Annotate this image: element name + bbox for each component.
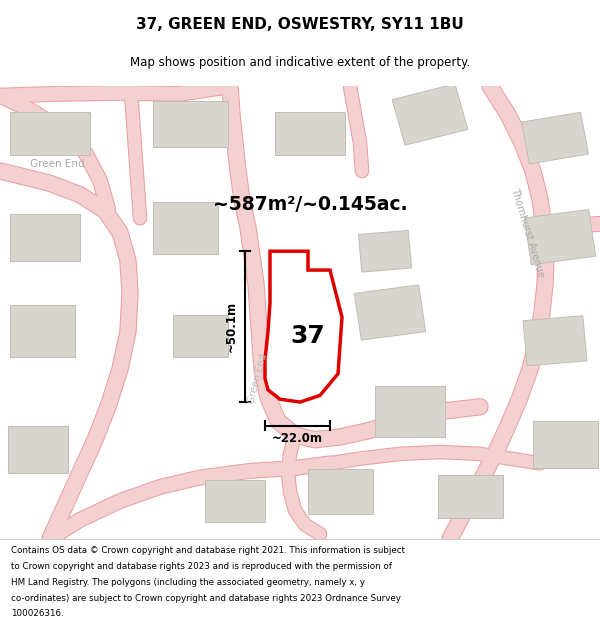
Text: Map shows position and indicative extent of the property.: Map shows position and indicative extent… — [130, 56, 470, 69]
Polygon shape — [265, 251, 342, 402]
Text: Contains OS data © Crown copyright and database right 2021. This information is : Contains OS data © Crown copyright and d… — [11, 546, 405, 554]
Text: co-ordinates) are subject to Crown copyright and database rights 2023 Ordnance S: co-ordinates) are subject to Crown copyr… — [11, 594, 401, 602]
Text: ~22.0m: ~22.0m — [272, 432, 323, 446]
Bar — [437, 475, 503, 518]
Bar — [10, 306, 74, 358]
Text: 100026316.: 100026316. — [11, 609, 64, 619]
Bar — [308, 469, 373, 514]
Text: ~50.1m: ~50.1m — [224, 301, 238, 352]
Bar — [392, 84, 468, 145]
Bar — [275, 112, 345, 154]
Bar — [10, 214, 80, 261]
Bar — [152, 202, 218, 254]
Bar — [521, 112, 589, 164]
Bar — [355, 285, 425, 340]
Text: ~587m²/~0.145ac.: ~587m²/~0.145ac. — [212, 194, 407, 214]
Bar — [375, 386, 445, 438]
Text: HM Land Registry. The polygons (including the associated geometry, namely x, y: HM Land Registry. The polygons (includin… — [11, 578, 365, 586]
Bar — [523, 316, 587, 366]
Bar — [10, 112, 90, 154]
Text: Green End: Green End — [247, 352, 269, 404]
Text: 37: 37 — [290, 324, 325, 348]
Text: Green End: Green End — [29, 159, 85, 169]
Bar — [8, 426, 68, 472]
Bar — [524, 209, 596, 264]
Bar — [205, 480, 265, 522]
Text: Thornhurst Avenue: Thornhurst Avenue — [509, 186, 545, 278]
Text: to Crown copyright and database rights 2023 and is reproduced with the permissio: to Crown copyright and database rights 2… — [11, 562, 392, 571]
Text: 37, GREEN END, OSWESTRY, SY11 1BU: 37, GREEN END, OSWESTRY, SY11 1BU — [136, 17, 464, 32]
Bar — [152, 101, 227, 147]
Bar — [358, 231, 412, 272]
Bar — [533, 421, 598, 468]
Bar — [173, 315, 227, 358]
